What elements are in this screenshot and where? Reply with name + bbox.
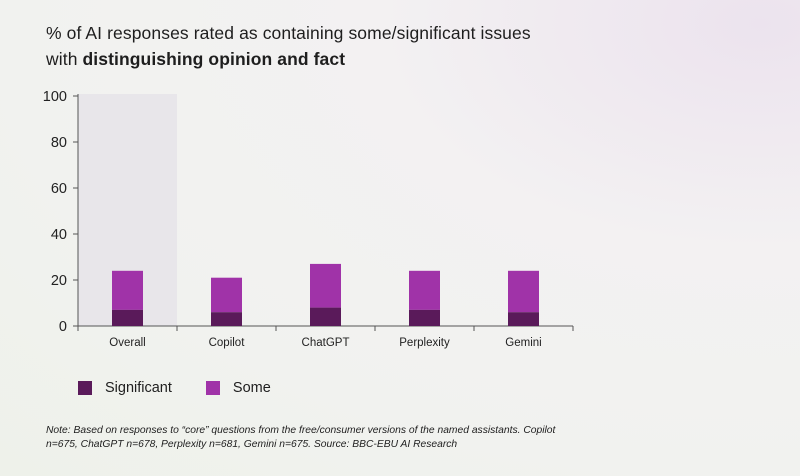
legend-item-significant: Significant: [78, 380, 172, 396]
x-tick-label: ChatGPT: [302, 337, 350, 349]
bar-significant-perplexity: [409, 309, 440, 326]
legend-swatch-significant: [78, 381, 92, 395]
bar-some-overall: [112, 270, 143, 310]
x-tick-label: Perplexity: [399, 337, 450, 349]
y-tick-label: 20: [51, 273, 67, 289]
y-tick-label: 60: [51, 181, 67, 197]
x-tick-label: Overall: [109, 337, 145, 349]
bar-significant-chatgpt: [310, 307, 341, 326]
bar-significant-overall: [112, 309, 143, 326]
bar-significant-copilot: [211, 312, 242, 326]
chart-title: % of AI responses rated as containing so…: [46, 20, 566, 72]
x-tick-label: Copilot: [209, 337, 246, 349]
bar-some-chatgpt: [310, 263, 341, 308]
legend-swatch-some: [205, 381, 220, 395]
chart-title-bold: distinguishing opinion and fact: [82, 49, 346, 69]
y-tick-label: 100: [43, 89, 67, 105]
legend-label-some: Some: [232, 380, 271, 396]
x-tick-label: Gemini: [505, 337, 541, 349]
bar-some-perplexity: [409, 270, 440, 310]
legend-item-some: Some: [205, 380, 271, 396]
legend-label-significant: Significant: [105, 380, 172, 396]
footnote: Note: Based on responses to “core” quest…: [46, 425, 556, 450]
bar-some-gemini: [508, 270, 539, 313]
y-tick-label: 40: [51, 227, 67, 243]
bar-some-copilot: [211, 277, 242, 313]
chart-title-text: % of AI responses rated as containing so…: [46, 23, 531, 69]
y-tick-label: 80: [51, 135, 67, 151]
bar-significant-gemini: [508, 312, 539, 326]
chart-legend: Significant Some: [78, 380, 305, 396]
y-tick-label: 0: [59, 319, 67, 335]
